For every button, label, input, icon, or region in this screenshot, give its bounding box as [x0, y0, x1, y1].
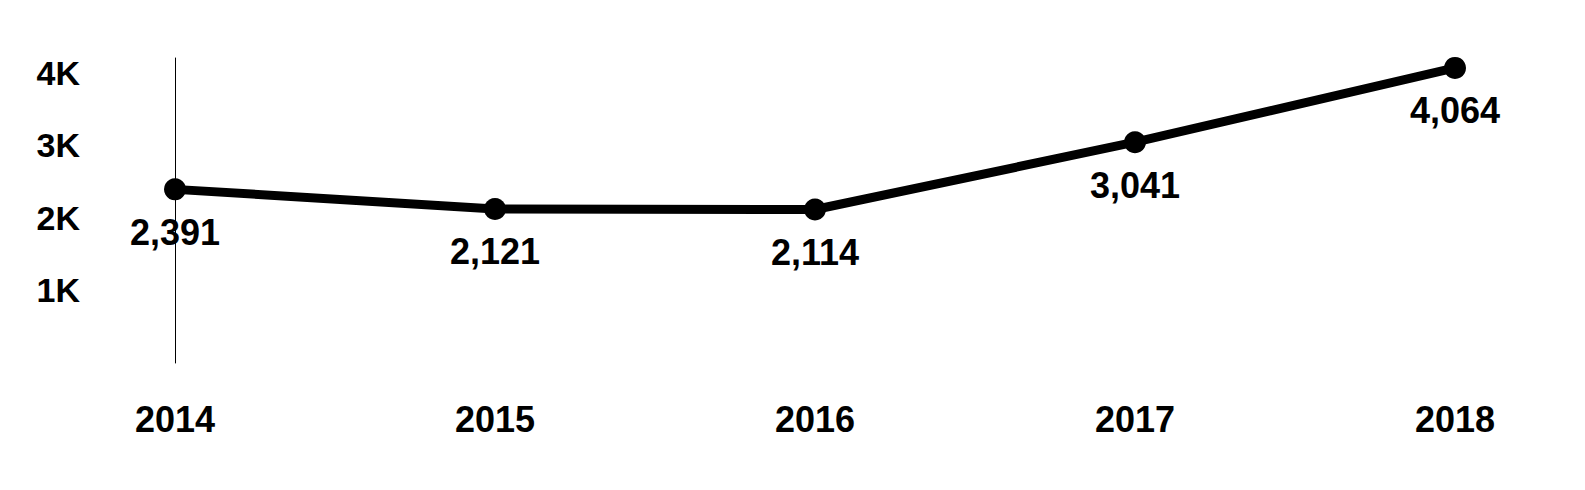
- svg-text:2017: 2017: [1095, 399, 1175, 440]
- svg-text:2015: 2015: [455, 399, 535, 440]
- svg-text:2016: 2016: [775, 399, 855, 440]
- svg-text:2,114: 2,114: [771, 232, 859, 273]
- svg-text:4,064: 4,064: [1410, 90, 1500, 131]
- svg-text:1K: 1K: [37, 271, 81, 309]
- svg-text:4K: 4K: [37, 54, 81, 92]
- svg-text:2,121: 2,121: [450, 231, 540, 272]
- svg-text:2018: 2018: [1415, 399, 1495, 440]
- svg-text:2,391: 2,391: [130, 212, 220, 253]
- svg-text:2K: 2K: [37, 199, 81, 237]
- svg-text:3K: 3K: [37, 126, 81, 164]
- svg-text:2014: 2014: [135, 399, 215, 440]
- svg-text:3,041: 3,041: [1090, 165, 1180, 206]
